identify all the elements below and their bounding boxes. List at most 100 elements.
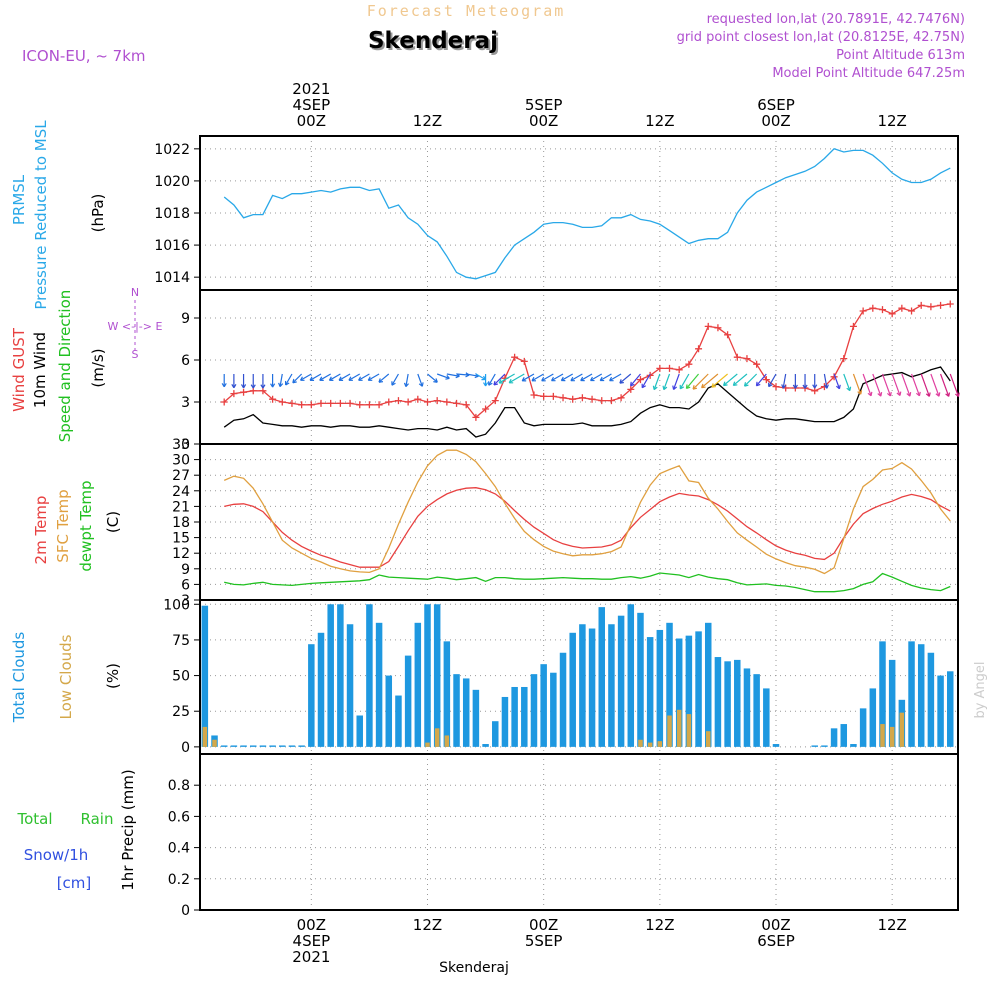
gust-marker [685,361,692,368]
gust-marker [753,361,760,368]
gust-marker [889,310,896,317]
gust-marker [579,394,586,401]
gust-marker [608,397,615,404]
precipitation-ytick-label: 0.4 [168,841,190,857]
clouds-ytick-label: 0 [181,740,190,756]
total-cloud-bar [502,697,509,747]
wind-panel: 0369 [181,290,959,453]
temperature-ytick-label: 9 [181,562,190,578]
low-cloud-bar [880,724,885,747]
total-cloud-bar [405,656,412,747]
total-cloud-bar [753,674,760,747]
total-cloud-bar [473,690,480,747]
clouds-ytick-label: 75 [172,633,190,649]
total-cloud-bar [444,641,451,747]
wind-arrow [921,374,929,396]
low-cloud-bar [900,713,905,747]
low-cloud-bar [667,716,672,747]
gust-marker [511,354,518,361]
total-cloud-bar [221,745,228,746]
total-cloud-bar [579,624,586,747]
gust-marker [540,393,547,400]
total-cloud-bar [318,633,325,747]
total-cloud-bar [337,604,344,747]
top-time-label: 12Z [413,112,442,130]
total-cloud-bar [589,629,596,747]
gust-marker [530,392,537,399]
low-cloud-bar [425,743,430,747]
low-cloud-bar [890,727,895,747]
wind-arrow [379,374,389,382]
total-cloud-bar [482,744,489,747]
gust-marker [705,323,712,330]
gust-marker [850,323,857,330]
precip-axis-label: 1hr Precip (mm) [119,769,137,890]
wind-arrow [863,374,871,396]
bottom-time-axis: 00Z4SEP202112Z 00Z5SEP12Z 00Z6SEP12Z [292,916,907,966]
gust-marker [676,366,683,373]
point-altitude: Point Altitude 613m [836,48,965,63]
precipitation-frame [200,754,958,910]
total-cloud-bar [724,661,731,747]
low-cloud-bar [445,735,450,746]
total-cloud-bar [695,631,702,747]
total-cloud-bar [937,676,944,747]
temperature-ytick-label: 12 [172,546,190,562]
total-cloud-bar [415,623,422,747]
gust-marker [860,308,867,315]
low-cloud-bar [638,740,643,747]
gust-marker [918,302,925,309]
wind-10m-label: 10m Wind [31,332,49,408]
wind-arrow [912,374,920,396]
chart-subtitle: Forecast Meteogram [367,2,566,20]
low-clouds-label: Low Clouds [57,634,75,719]
total-cloud-bar [298,745,305,746]
wind-arrow [642,374,650,388]
wind-unit: (m/s) [89,348,107,387]
total-cloud-bar [657,630,664,747]
gust-marker [840,355,847,362]
gust-marker [453,400,460,407]
precipitation-ytick-label: 0.8 [168,778,190,794]
total-cloud-bar [560,653,567,747]
total-cloud-bar [434,604,441,747]
low-cloud-bar [203,727,208,747]
bottom-time-label: 6SEP [757,932,795,950]
total-cloud-bar [918,644,925,747]
total-cloud-bar [366,604,373,747]
gust-marker [366,401,373,408]
temperature-ytick-label: 15 [172,531,190,547]
pressure-ytick-label: 1014 [154,270,190,286]
total-cloud-bar [821,745,828,746]
temperature-frame [200,444,958,600]
gust-marker [376,401,383,408]
pressure-labels: PRMSL Pressure Reduced to MSL (hPa) [10,120,107,310]
total-cloud-bar [240,745,247,746]
wind-arrow [892,374,900,396]
chart-panels: 1014101610181020102203693691215182124273… [154,136,959,919]
temperature-panel: 3691215182124273033 [172,437,958,609]
clouds-panel: 0255075100 [163,597,958,756]
wind-arrow [293,374,302,383]
total-cloud-bar [279,745,286,746]
gust-marker [327,400,334,407]
pressure-label-full: Pressure Reduced to MSL [32,120,50,310]
total-cloud-bar [531,674,538,747]
wind-arrow [702,374,718,388]
total-cloud-bar [540,664,547,747]
precipitation-ytick-label: 0.2 [168,872,190,888]
temp-dewpt-label: dewpt Temp [77,480,95,571]
gust-marker [947,301,954,308]
gust-marker [908,308,915,315]
gust-marker [879,306,886,313]
gridpoint-coords: grid point closest lon,lat (20.8125E, 42… [677,30,965,45]
temperature-labels: 2m Temp SFC Temp dewpt Temp (C) [32,480,122,571]
total-cloud-bar [521,687,528,747]
gust-marker [279,399,286,406]
temp-2m-label: 2m Temp [32,496,50,565]
total-cloud-bar [850,744,857,747]
wind-speed-dir-label: Speed and Direction [56,290,74,443]
clouds-ytick-label: 50 [172,669,190,685]
gust-marker [443,399,450,406]
precipitation-ytick-label: 0.6 [168,809,190,825]
